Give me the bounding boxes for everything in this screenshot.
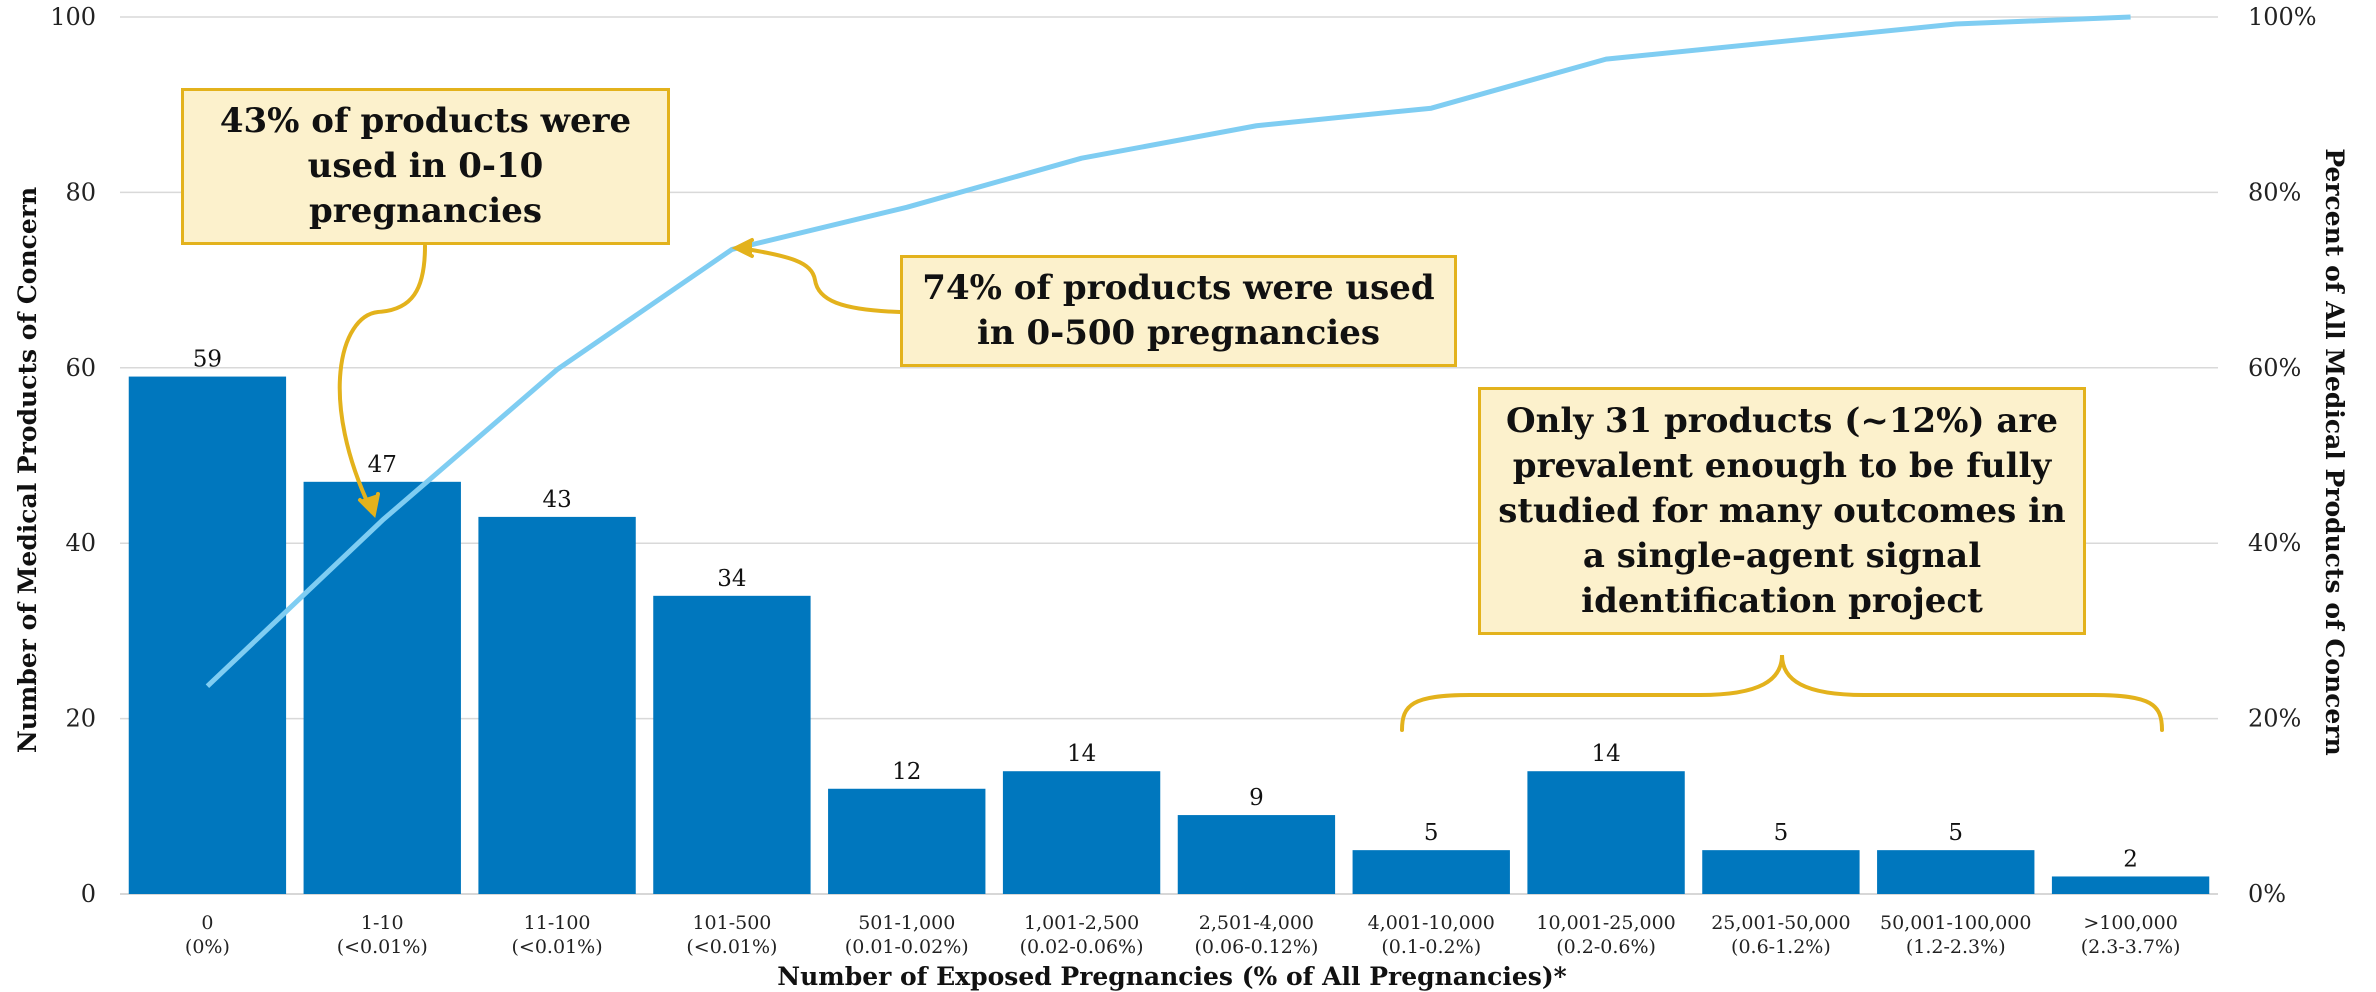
bar — [478, 516, 636, 894]
bar — [1352, 850, 1510, 894]
bar — [2051, 876, 2210, 894]
y2-tick-label: 60% — [2248, 354, 2301, 382]
x-tick-label: 10,001-25,000 — [1536, 912, 1675, 934]
y2-tick-label: 20% — [2248, 705, 2301, 733]
bar — [1177, 815, 1336, 894]
y2-axis-title: Percent of All Medical Products of Conce… — [2320, 148, 2349, 755]
x-tick-sublabel: (0.1-0.2%) — [1381, 936, 1481, 958]
y-axis-ticks: 0 20 40 60 80 100 — [50, 3, 96, 908]
x-tick-label: 1,001-2,500 — [1024, 912, 1139, 934]
bars — [128, 376, 2210, 894]
x-tick-label: 101-500 — [692, 912, 771, 934]
callout-1-arrow — [337, 244, 427, 514]
bar-data-labels: 59 47 43 34 12 14 9 5 14 5 5 2 — [193, 347, 2138, 873]
bar-data-label: 14 — [1067, 741, 1096, 767]
x-tick-sublabel: (0.01-0.02%) — [845, 936, 969, 958]
y-axis-title: Number of Medical Products of Concern — [13, 187, 42, 753]
x-tick-sublabel: (2.3-3.7%) — [2081, 936, 2181, 958]
bar-data-label: 2 — [2123, 846, 2138, 872]
callout-31-products: Only 31 products (~12%) are prevalent en… — [1478, 387, 2086, 635]
x-tick-label: 11-100 — [524, 912, 591, 934]
callout-74-percent: 74% of products were used in 0-500 pregn… — [900, 255, 1457, 367]
y2-tick-label: 100% — [2248, 3, 2317, 31]
bar — [828, 788, 986, 894]
x-tick-label: 1-10 — [361, 912, 404, 934]
x-tick-sublabel: (0%) — [185, 936, 230, 958]
y2-axis-ticks: 0% 20% 40% 60% 80% 100% — [2248, 3, 2317, 908]
x-tick-label: 0 — [201, 912, 213, 934]
callout-43-percent: 43% of products were used in 0-10 pregna… — [181, 88, 670, 245]
y-tick-label: 40 — [65, 529, 96, 557]
callout-connectors — [337, 238, 2164, 732]
bar — [653, 595, 811, 894]
y-tick-label: 60 — [65, 354, 96, 382]
bar-data-label: 34 — [717, 566, 746, 592]
x-tick-label: >100,000 — [2083, 912, 2178, 934]
x-tick-sublabel: (0.2-0.6%) — [1556, 936, 1656, 958]
y-tick-label: 20 — [65, 705, 96, 733]
callout-1-arrowhead — [358, 492, 380, 519]
bar-data-label: 47 — [368, 452, 397, 478]
bar-data-label: 5 — [1424, 820, 1439, 846]
bar-data-label: 9 — [1249, 785, 1264, 811]
callout-2-arrowhead — [731, 238, 754, 258]
bar — [1877, 850, 2035, 894]
bar-data-label: 5 — [1774, 820, 1789, 846]
x-axis-title: Number of Exposed Pregnancies (% of All … — [777, 962, 1567, 991]
x-tick-label: 50,001-100,000 — [1880, 912, 2031, 934]
x-tick-label: 4,001-10,000 — [1368, 912, 1495, 934]
bar-data-label: 43 — [542, 487, 571, 513]
bar — [303, 481, 461, 894]
x-tick-label: 2,501-4,000 — [1199, 912, 1314, 934]
bar-data-label: 12 — [892, 759, 921, 785]
callout-2-arrow — [738, 246, 902, 314]
bar — [1002, 771, 1161, 894]
x-tick-sublabel: (0.6-1.2%) — [1731, 936, 1831, 958]
x-tick-sublabel: (<0.01%) — [512, 936, 603, 958]
bar-data-label: 14 — [1591, 741, 1620, 767]
bar-data-label: 5 — [1948, 820, 1963, 846]
x-tick-sublabel: (0.02-0.06%) — [1020, 936, 1144, 958]
x-tick-sublabel: (<0.01%) — [686, 936, 777, 958]
bar — [1702, 850, 1860, 894]
brace — [1400, 654, 2164, 732]
y2-tick-label: 0% — [2248, 880, 2286, 908]
y2-tick-label: 80% — [2248, 178, 2301, 206]
x-tick-sublabel: (<0.01%) — [337, 936, 428, 958]
x-tick-label: 25,001-50,000 — [1711, 912, 1850, 934]
x-tick-sublabel: (1.2-2.3%) — [1906, 936, 2006, 958]
cumulative-line-layer — [205, 14, 2131, 688]
x-tick-sublabel: (0.06-0.12%) — [1194, 936, 1318, 958]
x-axis-tick-labels: 0(0%)1-10(<0.01%)11-100(<0.01%)101-500(<… — [185, 912, 2181, 958]
bar — [1527, 771, 1685, 894]
y-tick-label: 0 — [81, 880, 96, 908]
cumulative-percent-line — [205, 14, 2131, 688]
y-tick-label: 100 — [50, 3, 96, 31]
x-tick-label: 501-1,000 — [858, 912, 955, 934]
y-tick-label: 80 — [65, 178, 96, 206]
y2-tick-label: 40% — [2248, 529, 2301, 557]
bar-data-label: 59 — [193, 347, 222, 373]
